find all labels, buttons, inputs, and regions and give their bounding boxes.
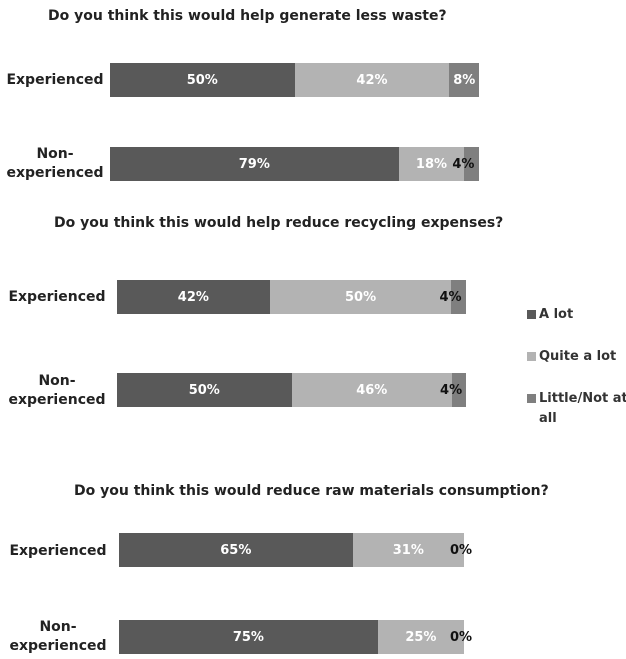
chart-3-title: Do you think this would reduce raw mater… bbox=[74, 483, 549, 499]
chart-1-bar-experienced: 50% 42% 8% bbox=[110, 63, 479, 97]
chart-3-category-non-experienced: Non-experienced bbox=[9, 619, 107, 654]
data-label-a-lot: 42% bbox=[177, 289, 209, 305]
chart-2-bar-non-experienced: 50% 46% 4% bbox=[117, 373, 466, 407]
bar-segment-a-lot bbox=[117, 373, 292, 407]
data-label-little-not-at-all: 8% bbox=[453, 72, 476, 88]
legend-label-quite-a-lot: Quite a lot bbox=[539, 349, 617, 364]
data-label-little-not-at-all: 0% bbox=[450, 542, 473, 558]
data-label-a-lot: 75% bbox=[232, 629, 264, 645]
data-label-quite-a-lot: 46% bbox=[356, 382, 388, 398]
bar-segment-little-not-at-all bbox=[451, 280, 466, 314]
bar-segment-little-not-at-all bbox=[464, 147, 479, 181]
chart-3-bar-experienced: 65% 31% 0% bbox=[119, 533, 472, 567]
legend-swatch-quite-a-lot bbox=[527, 352, 536, 361]
bar-segment-a-lot bbox=[119, 533, 353, 567]
bar-segment-a-lot bbox=[117, 280, 270, 314]
legend-swatch-a-lot bbox=[527, 310, 536, 319]
bar-segment-a-lot bbox=[110, 63, 295, 97]
chart-1-category-non-experienced: Non-experienced bbox=[6, 146, 104, 181]
bar-segment-quite-a-lot bbox=[377, 620, 464, 654]
legend-label-little: Little/Not at all bbox=[539, 391, 626, 426]
chart-3-category-experienced: Experienced bbox=[9, 543, 107, 559]
bar-segment-quite-a-lot bbox=[294, 63, 450, 97]
chart-1-category-experienced: Experienced bbox=[6, 72, 104, 88]
bar-segment-a-lot bbox=[119, 620, 378, 654]
data-label-little-not-at-all: 4% bbox=[440, 382, 463, 398]
bar-segment-quite-a-lot bbox=[291, 373, 453, 407]
chart-1-bar-non-experienced: 79% 18% 4% bbox=[110, 147, 479, 181]
data-label-quite-a-lot: 18% bbox=[415, 156, 448, 172]
bar-segment-a-lot bbox=[110, 147, 399, 181]
data-label-quite-a-lot: 31% bbox=[392, 542, 424, 558]
legend-swatch-little bbox=[527, 394, 536, 403]
data-label-quite-a-lot: 50% bbox=[345, 289, 377, 305]
bar-segment-quite-a-lot bbox=[398, 147, 465, 181]
data-label-quite-a-lot: 42% bbox=[356, 72, 388, 88]
chart-2-category-non-experienced: Non-experienced bbox=[8, 373, 106, 408]
data-label-a-lot: 50% bbox=[188, 382, 220, 398]
data-label-little-not-at-all: 4% bbox=[439, 289, 462, 305]
data-label-a-lot: 50% bbox=[186, 72, 218, 88]
chart-2-title: Do you think this would help reduce recy… bbox=[54, 215, 504, 231]
data-label-quite-a-lot: 25% bbox=[405, 629, 437, 645]
bar-segment-little-not-at-all bbox=[449, 63, 479, 97]
chart-2-category-experienced: Experienced bbox=[8, 289, 106, 305]
data-label-a-lot: 65% bbox=[220, 542, 252, 558]
chart-2-bar-experienced: 42% 50% 4% bbox=[117, 280, 466, 314]
data-label-a-lot: 79% bbox=[238, 156, 270, 172]
chart-3-bar-non-experienced: 75% 25% 0% bbox=[119, 620, 472, 654]
bar-segment-quite-a-lot bbox=[352, 533, 464, 567]
legend-label-a-lot: A lot bbox=[539, 307, 574, 322]
data-label-little-not-at-all: 0% bbox=[450, 629, 473, 645]
bar-segment-quite-a-lot bbox=[269, 280, 452, 314]
data-label-little-not-at-all: 4% bbox=[452, 156, 475, 172]
bar-segment-little-not-at-all bbox=[452, 373, 466, 407]
chart-1-title: Do you think this would help generate le… bbox=[48, 8, 447, 24]
